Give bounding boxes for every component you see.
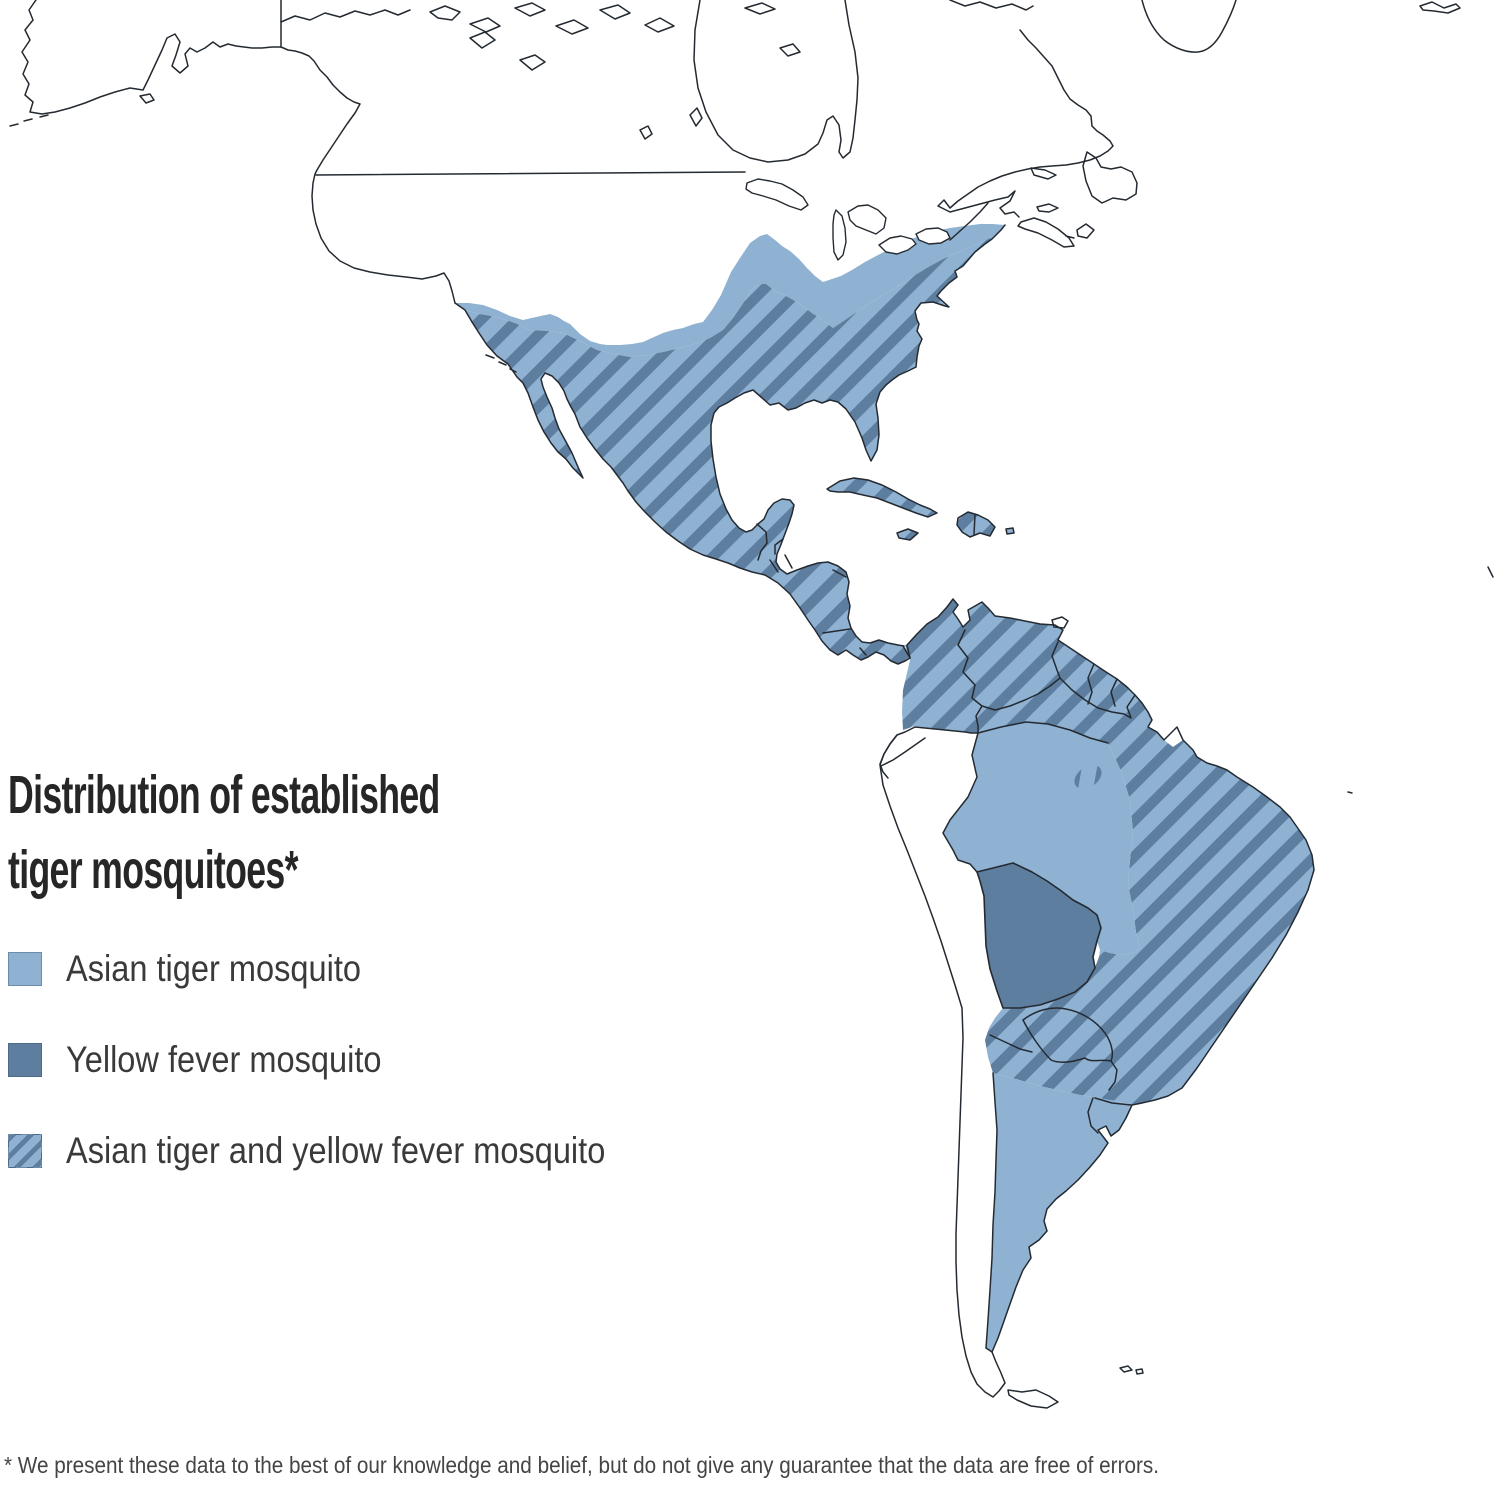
legend-swatch-asian-tiger (8, 952, 42, 986)
region-asian-tiger-north-america (455, 224, 1005, 357)
puerto-rico-outline (1005, 527, 1015, 535)
central-america-borders (756, 523, 911, 659)
legend-swatch-yellow-fever (8, 1043, 42, 1077)
footnote: * We present these data to the best of o… (4, 1452, 1159, 1478)
newfoundland (1082, 151, 1138, 204)
legend: Asian tiger mosquito Yellow fever mosqui… (8, 948, 679, 1172)
anticosti-island (1030, 167, 1057, 180)
jamaica-outline (896, 528, 919, 541)
map-linework (9, 0, 1494, 1409)
argentina-chile-border (985, 1072, 998, 1353)
region-both-enclave (1074, 765, 1102, 789)
hudson-bay (693, 0, 859, 163)
cuba-outline (826, 477, 938, 518)
arctic-coast (280, 9, 411, 23)
prince-edward-island (1036, 203, 1059, 213)
pacific-coast-outline (454, 302, 911, 665)
legend-label-both: Asian tiger and yellow fever mosquito (66, 1130, 606, 1171)
legend-label-yellow-fever: Yellow fever mosquito (66, 1039, 382, 1080)
us-canada-border (315, 171, 746, 176)
south-america-borders (879, 629, 1136, 779)
trinidad-outline (1051, 616, 1069, 629)
labrador-quebec-coast (937, 29, 1114, 218)
greenland (1141, 0, 1237, 53)
south-america-coast (879, 598, 1315, 1398)
alaska-coastline (21, 0, 456, 304)
region-both-caribbean (827, 478, 1014, 540)
title-line-1: Distribution of established (8, 765, 440, 825)
legend-item-asian-tiger: Asian tiger mosquito (8, 948, 679, 990)
nova-scotia (1017, 217, 1095, 248)
legend-swatch-both (8, 1134, 42, 1168)
tierra-del-fuego (1007, 1365, 1144, 1409)
paraguay-uruguay-borders (989, 1007, 1132, 1134)
region-both-north-central-america (465, 238, 992, 664)
region-asian-tiger-argentina-uruguay (986, 1073, 1131, 1352)
legend-item-both: Asian tiger and yellow fever mosquito (8, 1130, 679, 1172)
channel-islands (485, 354, 517, 373)
legend-label-asian-tiger: Asian tiger mosquito (66, 948, 362, 989)
hispaniola-outline (956, 511, 996, 538)
region-yellow-fever-bolivia (976, 862, 1102, 1009)
st-lawrence-river (949, 202, 989, 241)
small-islands (1347, 566, 1494, 794)
gulf-atlantic-coast-outline (710, 224, 1006, 647)
canada-lakes (469, 31, 703, 140)
title-line-2: tiger mosquitoes* (8, 839, 298, 900)
peru-brazil-border (942, 721, 1109, 873)
arctic-islands (429, 2, 776, 35)
great-lakes (745, 178, 951, 261)
baffin-coast (949, 0, 1034, 11)
iceland (1419, 1, 1461, 14)
aleutian-islands (9, 93, 155, 127)
page-title: Distribution of established tiger mosqui… (8, 758, 440, 907)
legend-item-yellow-fever: Yellow fever mosquito (8, 1039, 679, 1081)
